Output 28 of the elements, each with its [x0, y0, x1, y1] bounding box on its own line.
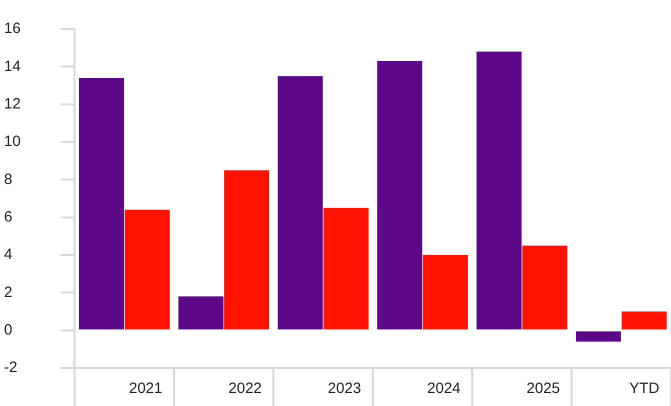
bar	[79, 78, 124, 330]
y-tick-label: 10	[4, 133, 21, 150]
bar	[178, 296, 224, 330]
y-tick-label: 16	[4, 20, 21, 38]
y-tick-label: 2	[4, 284, 12, 301]
bar	[224, 170, 270, 330]
y-tick-label: 14	[4, 58, 21, 75]
y-tick-label: 6	[4, 208, 12, 226]
bar	[476, 52, 522, 330]
bar	[522, 246, 568, 330]
bar	[422, 255, 468, 330]
x-tick-label: 2024	[427, 380, 461, 398]
y-tick-label: -2	[4, 359, 18, 376]
x-tick-label: 2021	[129, 380, 162, 398]
x-tick-label: 2022	[228, 380, 262, 398]
x-tick-label: 2025	[526, 380, 560, 398]
y-tick-label: 8	[4, 170, 12, 188]
y-tick-label: 0	[4, 321, 12, 338]
x-tick-label: 2023	[328, 380, 362, 398]
bar	[278, 76, 323, 330]
bar	[124, 210, 170, 330]
y-tick-label: 12	[4, 95, 21, 112]
bar	[576, 331, 621, 342]
bar	[323, 208, 369, 330]
bar	[622, 312, 667, 330]
x-tick-label: YTD	[629, 380, 660, 398]
y-tick-label: 4	[4, 246, 12, 264]
bar	[377, 61, 422, 330]
